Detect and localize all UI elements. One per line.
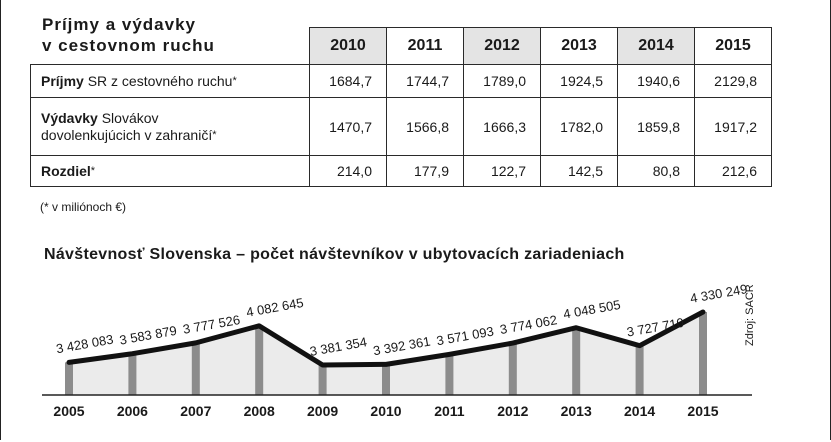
source-note: Zdroj: SACR (744, 284, 756, 346)
x-tick-label: 2007 (180, 403, 211, 419)
value-label: 4 330 249 (689, 281, 749, 306)
table-row: Rozdiel* 214,0 177,9 122,7 142,5 80,8 21… (30, 155, 772, 187)
table-cell: 177,9 (386, 155, 464, 187)
table-cell: 80,8 (617, 155, 695, 187)
table-header-row: 2010 2011 2012 2013 2014 2015 (30, 27, 772, 65)
year-bar-2009 (318, 365, 327, 395)
x-tick-label: 2011 (434, 403, 465, 419)
row-asterisk: * (90, 164, 96, 177)
year-bar-2006 (128, 353, 137, 395)
x-tick-label: 2012 (497, 403, 528, 419)
x-tick-label: 2008 (244, 403, 275, 419)
table-cell: 142,5 (540, 155, 618, 187)
value-label: 3 381 354 (309, 334, 369, 359)
x-tick-label: 2013 (561, 403, 592, 419)
table-cell: 214,0 (309, 155, 387, 187)
row-label-line2: dovolenkujúcich v zahraničí (41, 126, 213, 143)
row-label: Rozdiel* (30, 155, 310, 187)
year-bar-2010 (382, 364, 390, 395)
year-bar-2013 (572, 327, 581, 395)
year-header: 2013 (540, 27, 618, 65)
table-row: Výdavky Slovákov dovolenkujúcich v zahran… (30, 97, 772, 156)
x-tick-label: 2010 (370, 403, 401, 419)
chart-title: Návštevnosť Slovenska – počet návštevník… (44, 246, 625, 263)
x-tick-label: 2005 (53, 403, 84, 419)
table-cell: 1789,0 (463, 64, 541, 98)
table-cell: 2129,8 (694, 64, 772, 98)
table-cell: 122,7 (463, 155, 541, 187)
finance-table: 2010 2011 2012 2013 2014 2015 Príjmy SR … (30, 27, 772, 187)
row-label-bold: Rozdiel (41, 162, 91, 179)
table-cell: 1859,8 (617, 97, 695, 156)
row-asterisk: * (212, 128, 217, 141)
row-label-bold: Príjmy (41, 72, 84, 89)
value-label: 4 082 645 (245, 295, 305, 320)
row-label: Príjmy SR z cestovného ruchu* (30, 64, 310, 98)
table-row: Príjmy SR z cestovného ruchu* 1684,7 174… (30, 64, 772, 98)
chart-bars (65, 312, 707, 395)
year-bar-2005 (65, 362, 73, 395)
chart-area-fill (69, 312, 703, 395)
series-line (66, 309, 706, 368)
year-bar-2015 (699, 312, 707, 395)
year-header: 2010 (309, 27, 387, 65)
table-cell: 1940,6 (617, 64, 695, 98)
value-label: 4 048 505 (562, 297, 622, 322)
table-cell: 1744,7 (386, 64, 464, 98)
year-header: 2015 (694, 27, 772, 65)
year-header: 2012 (463, 27, 541, 65)
value-label: 3 583 879 (118, 323, 178, 348)
year-bar-2008 (255, 325, 264, 395)
year-bar-2014 (635, 345, 644, 395)
table-cell: 212,6 (694, 155, 772, 187)
x-tick-label: 2015 (687, 403, 718, 419)
x-tick-label: 2009 (307, 403, 338, 419)
year-bar-2007 (191, 342, 200, 395)
table-cell: 1470,7 (309, 97, 387, 156)
x-tick-label: 2014 (624, 403, 655, 419)
value-label: 3 392 361 (372, 334, 432, 359)
year-header: 2011 (386, 27, 464, 65)
table-cell: 1666,3 (463, 97, 541, 156)
year-header: 2014 (617, 27, 695, 65)
year-bar-2012 (508, 343, 517, 395)
value-label: 3 428 083 (55, 332, 115, 357)
table-cell: 1924,5 (540, 64, 618, 98)
x-tick-label: 2006 (117, 403, 148, 419)
row-label-bold: Výdavky (41, 109, 98, 126)
row-label: Výdavky Slovákov dovolenkujúcich v zahran… (30, 97, 310, 156)
table-header-blank (30, 27, 310, 65)
value-label: 3 571 093 (435, 324, 495, 349)
row-asterisk: * (232, 74, 237, 87)
table-cell: 1566,8 (386, 97, 464, 156)
row-label-rest: SR z cestovného ruchu (83, 72, 233, 89)
table-cell: 1917,2 (694, 97, 772, 156)
x-tick-labels: 2005 2006 2007 2008 2009 2010 2011 2012 2013 2014… (53, 403, 718, 419)
row-label-rest: Slovákov (97, 109, 159, 126)
table-cell: 1782,0 (540, 97, 618, 156)
table-cell: 1684,7 (309, 64, 387, 98)
year-bar-2011 (445, 354, 454, 395)
table-note: (* v miliónoch €) (40, 200, 127, 214)
